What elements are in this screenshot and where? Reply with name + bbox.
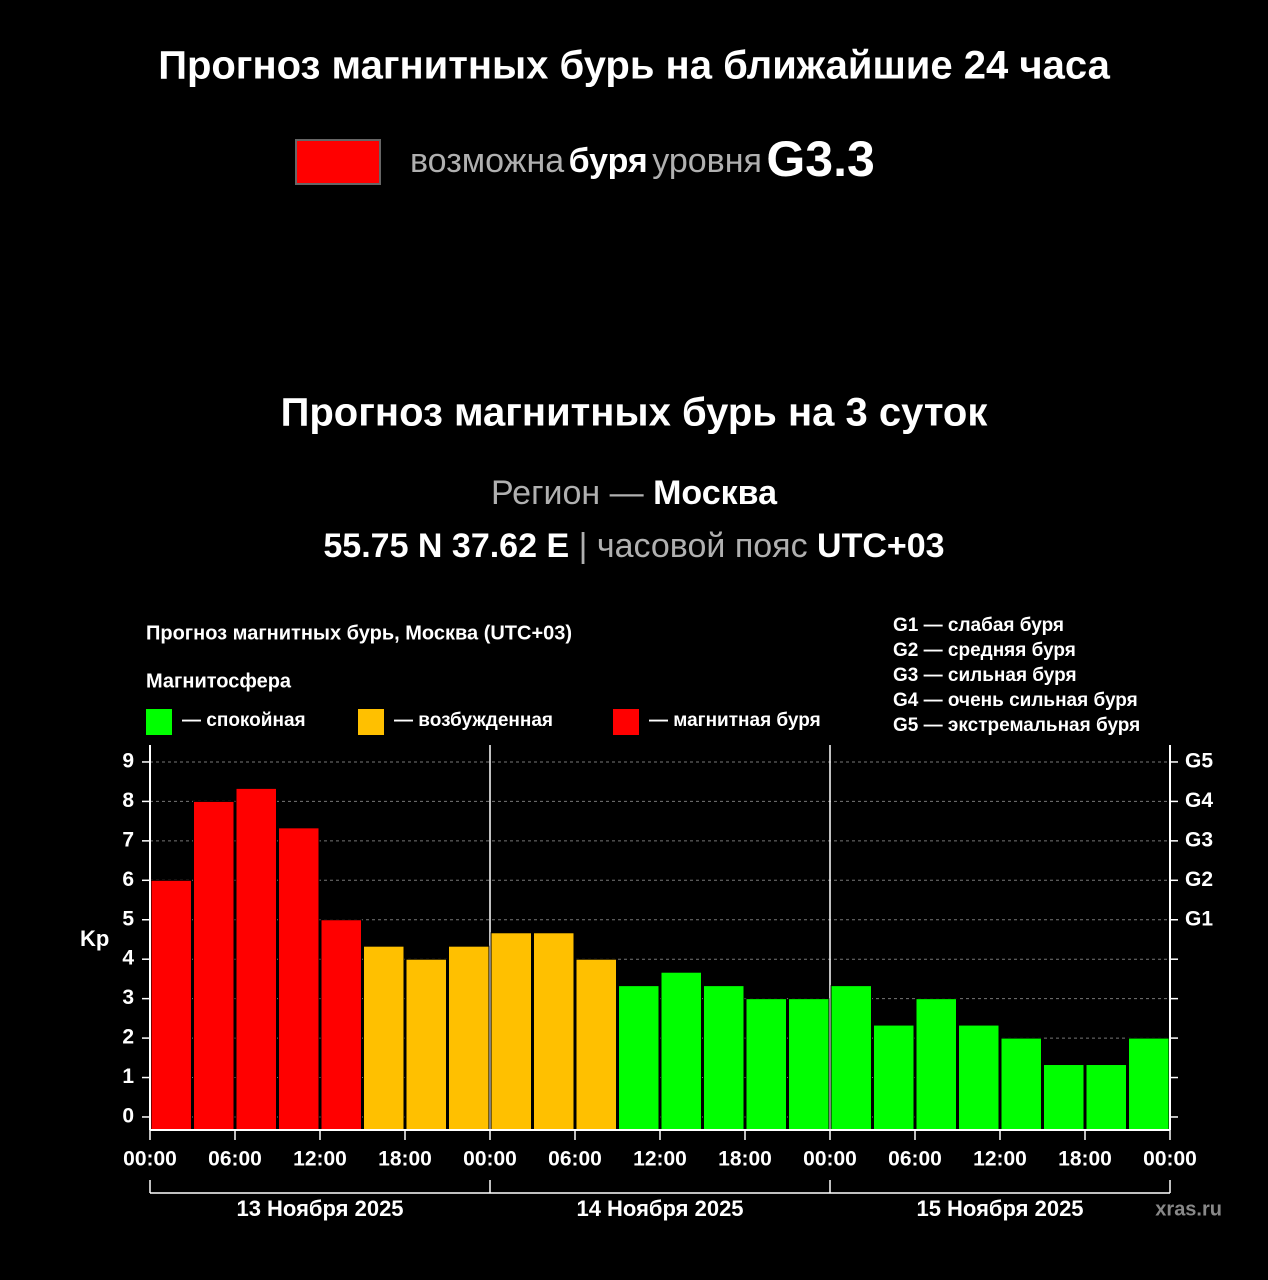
legend-label: — магнитная буря [649, 710, 821, 731]
bar [235, 787, 277, 1131]
y-tick-label: 9 [122, 750, 134, 773]
bar [958, 1024, 1000, 1131]
bar [278, 827, 320, 1131]
forecast: возможна буря уровня G3.3 [410, 131, 875, 187]
title: Прогноз магнитных бурь на ближайшие 24 ч… [158, 44, 1110, 88]
g-level: G5 — экстремальная буря [893, 715, 1140, 736]
forecast-text: буря [569, 142, 648, 180]
forecast-text: уровня [652, 142, 762, 180]
bar [873, 1024, 915, 1131]
forecast-level: G3.3 [766, 131, 874, 187]
x-tick-label: 06:00 [208, 1148, 262, 1171]
location: 55.75 N 37.62 E | часовой пояс UTC+03 [323, 527, 944, 565]
region: Регион — Москва [491, 474, 778, 512]
x-tick-label: 12:00 [293, 1148, 347, 1171]
bar [150, 879, 192, 1131]
x-tick-label: 00:00 [803, 1148, 857, 1171]
y-tick-label: 0 [122, 1105, 134, 1128]
bar [618, 985, 660, 1131]
y-tick-label: 6 [122, 868, 134, 891]
region-label: Регион — [491, 474, 644, 512]
g-level: G3 — сильная буря [893, 665, 1077, 686]
bar [490, 932, 532, 1131]
x-tick-label: 06:00 [888, 1148, 942, 1171]
y2-tick-label: G2 [1185, 868, 1213, 891]
legend-swatch [146, 709, 172, 735]
legend-swatch [613, 709, 639, 735]
bar [363, 945, 405, 1131]
y-tick-label: 4 [122, 947, 134, 970]
y-tick-label: 3 [122, 986, 134, 1009]
g-level: G1 — слабая буря [893, 615, 1064, 636]
day-label: 14 Ноября 2025 [576, 1196, 743, 1221]
bar [1085, 1064, 1127, 1131]
bar [1000, 1037, 1042, 1131]
y-tick-label: 7 [122, 828, 134, 851]
coords: 55.75 N 37.62 E [323, 527, 569, 565]
g-level: G4 — очень сильная буря [893, 690, 1138, 711]
y-label: Kp [80, 926, 109, 951]
region-name: Москва [653, 474, 778, 512]
forecast-swatch [295, 139, 381, 185]
bar [830, 985, 872, 1131]
bar [703, 985, 745, 1131]
y2-tick-label: G4 [1185, 789, 1213, 812]
x-tick-label: 18:00 [1058, 1148, 1112, 1171]
x-tick-label: 06:00 [548, 1148, 602, 1171]
bar [533, 932, 575, 1131]
bar [448, 945, 490, 1131]
bar [745, 998, 787, 1131]
y-tick-label: 5 [122, 907, 134, 930]
g-level: G2 — средняя буря [893, 640, 1076, 661]
chart-title: Прогноз магнитных бурь, Москва (UTC+03) [146, 622, 572, 644]
watermark: xras.ru [1155, 1198, 1222, 1220]
bar [660, 971, 702, 1131]
x-tick-label: 00:00 [463, 1148, 517, 1171]
y-tick-label: 2 [122, 1026, 134, 1049]
bar [320, 919, 362, 1131]
y2-tick-label: G5 [1185, 750, 1213, 773]
x-tick-label: 12:00 [633, 1148, 687, 1171]
bar [193, 800, 235, 1131]
day-label: 15 Ноября 2025 [916, 1196, 1083, 1221]
bar [405, 958, 447, 1131]
x-tick-label: 18:00 [718, 1148, 772, 1171]
day-label: 13 Ноября 2025 [236, 1196, 403, 1221]
x-tick-label: 12:00 [973, 1148, 1027, 1171]
x-tick-label: 00:00 [1143, 1148, 1197, 1171]
tz: UTC+03 [817, 527, 945, 565]
bar [1128, 1037, 1170, 1131]
legend-label: — возбужденная [394, 710, 553, 731]
legend-label: — спокойная [182, 710, 306, 731]
forecast-text: возможна [410, 142, 564, 180]
section-title: Прогноз магнитных бурь на 3 суток [281, 391, 989, 435]
y2-tick-label: G1 [1185, 907, 1213, 930]
bar [915, 998, 957, 1131]
bar [575, 958, 617, 1131]
tz-label: часовой пояс [597, 527, 808, 565]
separator: | [579, 527, 588, 565]
bar [788, 998, 830, 1131]
bar [1043, 1064, 1085, 1131]
legend-swatch [358, 709, 384, 735]
x-tick-label: 18:00 [378, 1148, 432, 1171]
y-tick-label: 1 [122, 1065, 134, 1088]
y2-tick-label: G3 [1185, 828, 1213, 851]
x-tick-label: 00:00 [123, 1148, 177, 1171]
y-tick-label: 8 [122, 789, 134, 812]
legend-title: Магнитосфера [146, 670, 292, 692]
